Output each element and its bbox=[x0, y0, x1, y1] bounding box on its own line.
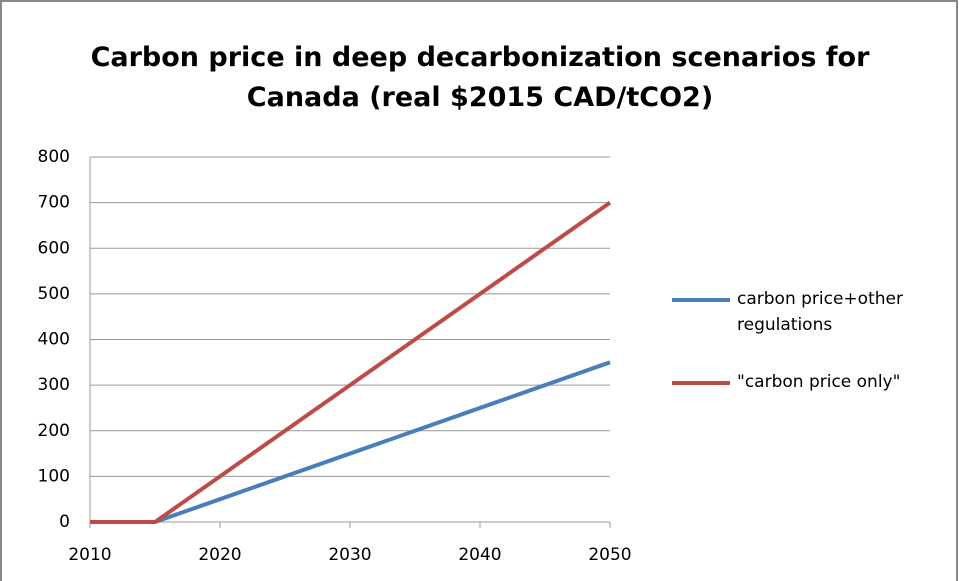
legend-label: "carbon price only" bbox=[737, 372, 901, 392]
series-line bbox=[90, 200, 612, 524]
x-tick-label: 2050 bbox=[588, 545, 631, 565]
y-tick-label: 800 bbox=[38, 147, 70, 167]
y-tick-label: 300 bbox=[38, 375, 70, 395]
x-tick-label: 2010 bbox=[68, 545, 111, 565]
y-tick-label: 500 bbox=[38, 284, 70, 304]
y-tick-label: 200 bbox=[38, 421, 70, 441]
y-tick-label: 700 bbox=[38, 193, 70, 213]
y-tick-label: 0 bbox=[59, 512, 70, 532]
y-tick-label: 600 bbox=[38, 238, 70, 258]
chart-title: Carbon price in deep decarbonization sce… bbox=[90, 42, 870, 113]
y-tick-label: 100 bbox=[38, 466, 70, 486]
x-tick-label: 2020 bbox=[198, 545, 241, 565]
x-tick-label: 2040 bbox=[458, 545, 501, 565]
legend-label: carbon price+other regulations bbox=[737, 289, 903, 335]
x-tick-label: 2030 bbox=[328, 545, 371, 565]
y-tick-label: 400 bbox=[38, 330, 70, 350]
